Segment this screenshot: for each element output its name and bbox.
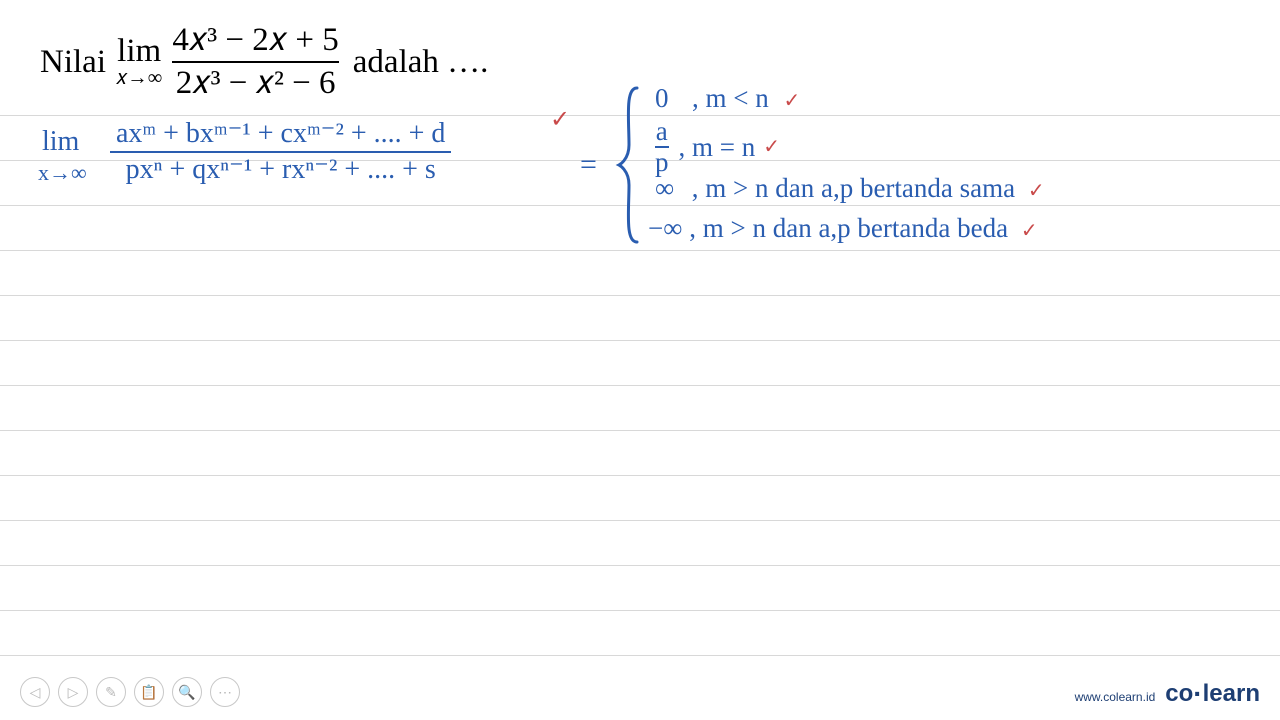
case-1-frac: a p bbox=[655, 118, 669, 176]
case-row-0: 0 , m < n ✓ bbox=[655, 85, 800, 112]
case-0-value: 0 bbox=[655, 83, 669, 113]
case-3-cond: , m > n dan a,p bertanda beda bbox=[689, 213, 1008, 243]
clipboard-icon[interactable]: 📋 bbox=[134, 677, 164, 707]
hw-lim-sub: x→∞ bbox=[38, 162, 87, 184]
hw-numerator: axᵐ + bxᵐ⁻¹ + cxᵐ⁻² + .... + d bbox=[110, 120, 451, 153]
case-0-cond: , m < n bbox=[692, 83, 769, 113]
cases-brace bbox=[615, 80, 645, 250]
check-icon: ✓ bbox=[1028, 180, 1045, 202]
hw-lim-label: lim bbox=[42, 128, 79, 156]
prev-icon[interactable]: ◁ bbox=[20, 677, 50, 707]
next-icon[interactable]: ▷ bbox=[58, 677, 88, 707]
lim-label: lim bbox=[117, 35, 161, 68]
limit-block: lim 𝑥→∞ bbox=[116, 35, 162, 88]
case-row-2: ∞ , m > n dan a,p bertanda sama ✓ bbox=[655, 175, 1045, 202]
hw-fraction: axᵐ + bxᵐ⁻¹ + cxᵐ⁻² + .... + d pxⁿ + qxⁿ… bbox=[110, 120, 451, 184]
case-1-frac-top: a bbox=[656, 118, 668, 146]
more-icon[interactable]: ⋯ bbox=[210, 677, 240, 707]
prefix-text: Nilai bbox=[40, 44, 106, 81]
bottom-bar: ◁ ▷ ✎ 📋 🔍 ⋯ www.colearn.id co·learn bbox=[0, 676, 1280, 708]
search-icon[interactable]: 🔍 bbox=[172, 677, 202, 707]
case-3-value: −∞ bbox=[648, 213, 682, 243]
brand-block: www.colearn.id co·learn bbox=[1075, 676, 1260, 708]
brand-logo: co·learn bbox=[1165, 676, 1260, 708]
case-1-frac-bot: p bbox=[655, 146, 669, 176]
case-row-3: −∞ , m > n dan a,p bertanda beda ✓ bbox=[648, 215, 1038, 242]
suffix-text: adalah …. bbox=[353, 44, 489, 81]
brand-url: www.colearn.id bbox=[1075, 690, 1156, 704]
denominator: 2𝑥³ − 𝑥² − 6 bbox=[172, 61, 340, 102]
check-icon: ✓ bbox=[783, 90, 800, 112]
hw-denominator: pxⁿ + qxⁿ⁻¹ + rxⁿ⁻² + .... + s bbox=[120, 153, 442, 184]
check-formula: ✓ bbox=[550, 108, 570, 132]
numerator: 4𝑥³ − 2𝑥 + 5 bbox=[168, 22, 342, 61]
case-2-value: ∞ bbox=[655, 173, 674, 203]
check-icon: ✓ bbox=[1021, 220, 1038, 242]
case-1-cond: , m = n bbox=[679, 134, 756, 161]
check-icon: ✓ bbox=[763, 137, 780, 157]
main-fraction: 4𝑥³ − 2𝑥 + 5 2𝑥³ − 𝑥² − 6 bbox=[168, 22, 342, 102]
pen-icon[interactable]: ✎ bbox=[96, 677, 126, 707]
equals-sign: = bbox=[580, 150, 597, 180]
case-row-1: a p , m = n ✓ bbox=[655, 118, 780, 176]
toolbar: ◁ ▷ ✎ 📋 🔍 ⋯ bbox=[20, 677, 240, 707]
case-2-cond: , m > n dan a,p bertanda sama bbox=[692, 173, 1015, 203]
lim-subscript: 𝑥→∞ bbox=[116, 68, 162, 88]
problem-statement: Nilai lim 𝑥→∞ 4𝑥³ − 2𝑥 + 5 2𝑥³ − 𝑥² − 6 … bbox=[40, 22, 488, 102]
